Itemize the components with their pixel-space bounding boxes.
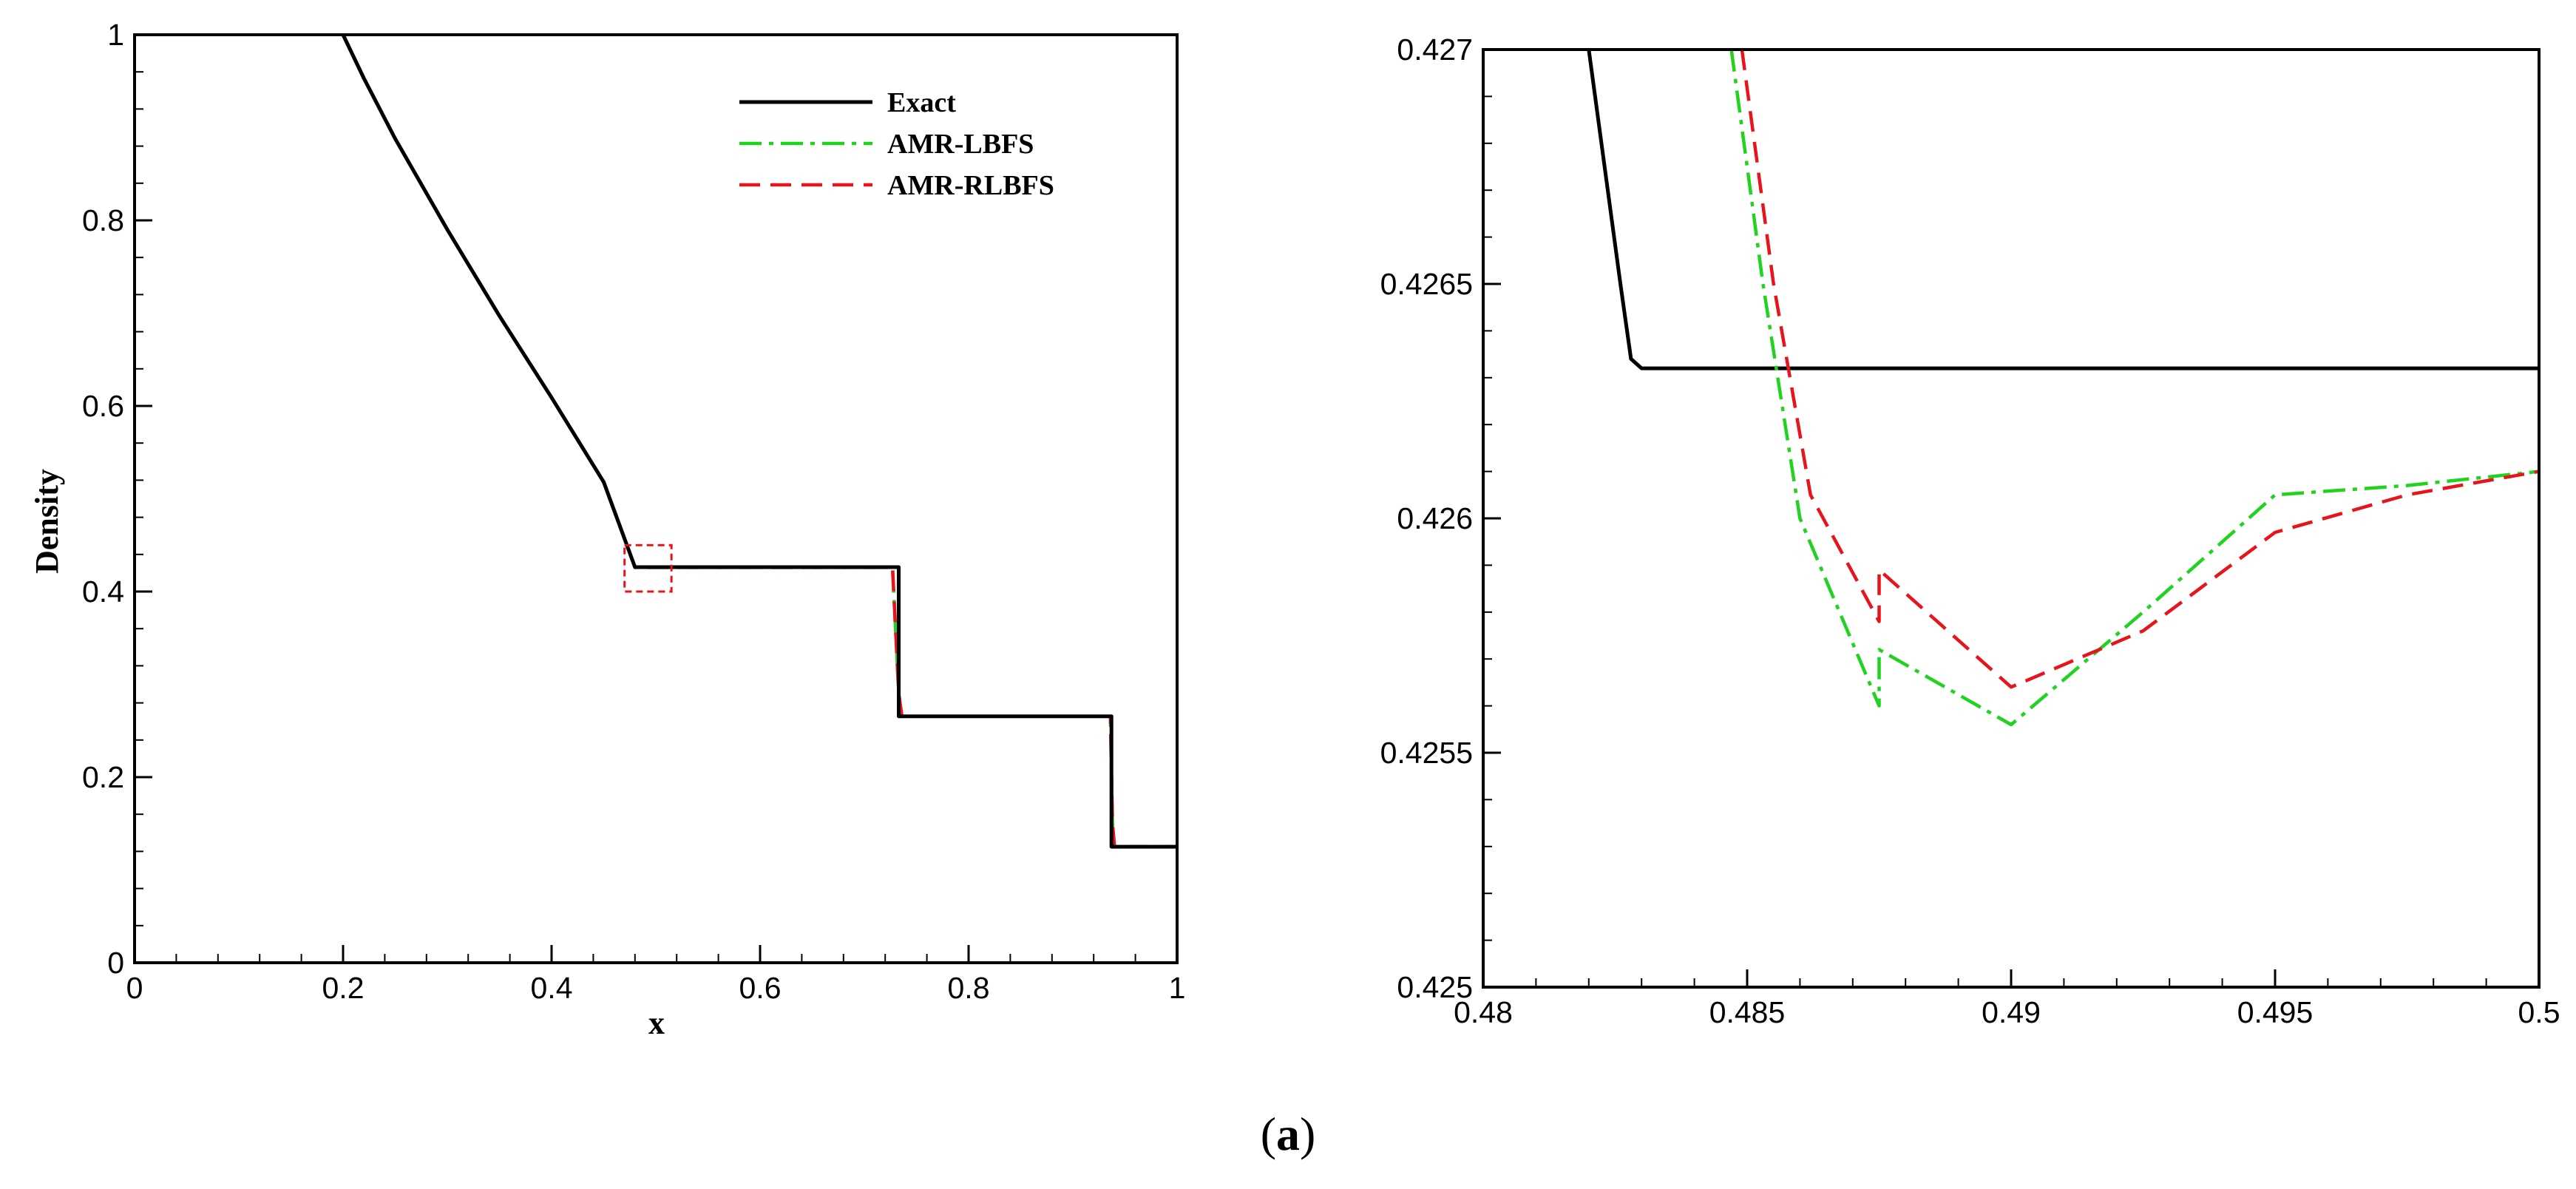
y-tick-label: 0.8 (82, 203, 124, 237)
caption-letter: a (1276, 1108, 1300, 1160)
series-line-amr-rlbfs (341, 35, 1177, 849)
x-tick-label: 0.49 (1982, 995, 2041, 1029)
zoom-region-box (623, 543, 673, 593)
series-line-amr-rlbfs (1740, 50, 2539, 689)
x-tick-label: 1 (1169, 971, 1186, 1005)
y-tick-label: 0.425 (1397, 970, 1473, 1004)
y-tick-label: 1 (107, 18, 124, 52)
y-tick-label: 0.4265 (1380, 267, 1473, 301)
plot-frame (133, 33, 1179, 964)
density-chart: x Density 0 0.2 0.4 0.6 0.8 1 0 0.2 0.4 0.6 0.8 1 Ex… (29, 18, 1185, 1041)
plot-frame (1482, 48, 2541, 989)
x-tick-label: 0.2 (322, 971, 365, 1005)
x-tick-label: 0.8 (948, 971, 990, 1005)
y-tick-label: 0.426 (1397, 501, 1473, 535)
legend-label-amr-lbfs: AMR-LBFS (887, 129, 1034, 160)
y-axis-title: Density (29, 469, 65, 574)
x-tick-label: 0.6 (739, 971, 782, 1005)
caption-close-paren: ) (1300, 1108, 1315, 1160)
x-tick-label: 0 (126, 971, 143, 1005)
x-tick-label: 0.5 (2518, 995, 2560, 1029)
y-tick-label: 0.6 (82, 389, 124, 423)
y-tick-label: 0.4 (82, 575, 124, 609)
x-axis-title: x (648, 1005, 665, 1041)
series-line-amr-lbfs (1729, 50, 2539, 727)
legend-label-amr-rlbfs: AMR-RLBFS (887, 170, 1054, 201)
y-tick-label: 0.4255 (1380, 736, 1473, 770)
legend-label-exact: Exact (887, 87, 956, 118)
y-tick-label: 0.427 (1397, 33, 1473, 67)
series-line-exact (1587, 50, 2539, 370)
y-tick-label: 0 (107, 946, 124, 980)
series-line-amr-lbfs (341, 35, 1177, 849)
caption-open-paren: ( (1261, 1108, 1276, 1160)
x-tick-label: 0.485 (1709, 995, 1786, 1029)
zoom-chart: 0.48 0.485 0.49 0.495 0.5 0.425 0.4255 0.426 0.4… (1380, 33, 2560, 1029)
y-tick-label: 0.2 (82, 760, 124, 794)
series-line-exact (341, 35, 1177, 849)
x-tick-label: 0.48 (1454, 995, 1513, 1029)
figure-caption: (a) (1261, 1108, 1316, 1160)
x-tick-label: 0.4 (531, 971, 573, 1005)
x-tick-label: 0.495 (2237, 995, 2314, 1029)
